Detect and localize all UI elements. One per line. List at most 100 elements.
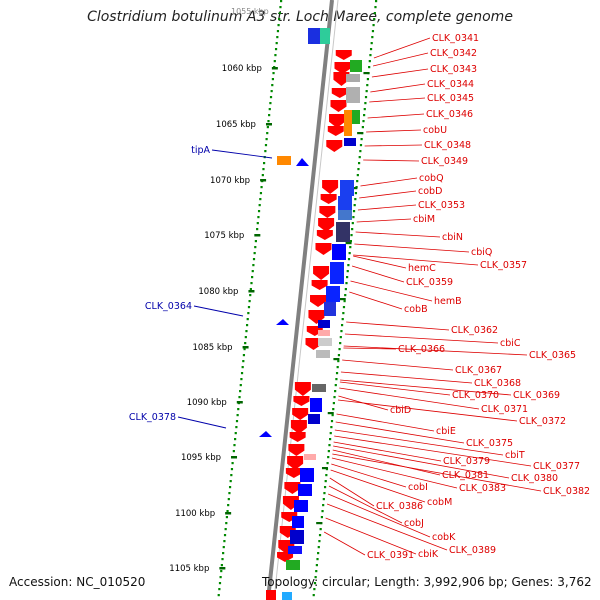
gene-label-right: CLK_0386 bbox=[376, 501, 423, 512]
ring-dot bbox=[220, 570, 223, 573]
gene-label-right: cbiK bbox=[418, 549, 439, 560]
gene-block bbox=[324, 302, 336, 316]
map-title: Clostridium botulinum A3 str. Loch Maree… bbox=[87, 9, 513, 25]
gene-forward-arrow bbox=[316, 230, 333, 240]
ring-dot bbox=[228, 486, 232, 489]
ring-dot bbox=[319, 528, 322, 531]
ring-dot bbox=[272, 72, 275, 75]
ring-dot bbox=[254, 246, 257, 249]
ring-dot bbox=[334, 390, 337, 393]
ring-dot bbox=[241, 366, 244, 369]
ring-dot bbox=[252, 258, 256, 261]
gene-block bbox=[318, 330, 330, 336]
label-leader-line bbox=[331, 463, 407, 488]
ring-dot bbox=[366, 78, 370, 81]
gene-tipA bbox=[277, 156, 291, 165]
gene-label-right: CLK_0381 bbox=[442, 470, 489, 481]
ring-dot bbox=[229, 480, 232, 483]
ring-dot bbox=[323, 492, 326, 495]
ring-dot bbox=[360, 138, 363, 141]
gene-forward-arrow bbox=[277, 552, 294, 562]
ring-dot bbox=[349, 246, 352, 249]
kbp-tick-mark bbox=[242, 346, 249, 349]
ring-dot bbox=[314, 576, 317, 579]
gene-label-right: cbiQ bbox=[471, 247, 492, 258]
gene-forward-arrow bbox=[329, 114, 346, 128]
kbp-tick-mark bbox=[231, 456, 238, 459]
label-leader-line bbox=[354, 243, 470, 253]
gene-forward-arrow bbox=[288, 444, 305, 456]
ring-dot bbox=[238, 396, 241, 399]
gene-forward-arrow bbox=[334, 62, 351, 74]
gene-forward-arrow bbox=[327, 126, 344, 136]
ring-dot bbox=[251, 270, 254, 273]
kbp-tick-mark bbox=[260, 179, 267, 182]
ring-dot bbox=[268, 114, 271, 117]
kbp-tick-label: 1105 kbp bbox=[169, 564, 209, 574]
label-leader-line bbox=[340, 379, 512, 396]
gene-block bbox=[344, 138, 356, 146]
label-leader-line bbox=[367, 113, 425, 119]
label-leader-line bbox=[353, 255, 407, 269]
ring-dot bbox=[349, 240, 352, 243]
ring-dot bbox=[359, 144, 363, 147]
ring-dot bbox=[341, 318, 344, 321]
gene-label-right: CLK_0342 bbox=[430, 48, 477, 59]
label-leader-line bbox=[333, 445, 510, 479]
ring-dot bbox=[339, 342, 342, 345]
ring-dot bbox=[237, 408, 240, 411]
tick-label-partial: 1055 kbp bbox=[231, 7, 269, 16]
gene-block bbox=[292, 516, 304, 528]
ring-dot bbox=[245, 324, 249, 327]
gene-forward-arrow bbox=[315, 243, 332, 255]
ring-dot bbox=[223, 540, 226, 543]
genome-backbone bbox=[266, 0, 334, 600]
label-leader-line bbox=[343, 345, 528, 356]
ring-dot bbox=[275, 42, 278, 45]
label-leader-line bbox=[177, 416, 227, 429]
ring-dot bbox=[365, 90, 368, 93]
label-leader-line bbox=[334, 435, 532, 467]
label-leader-line bbox=[360, 177, 418, 187]
label-leader-line bbox=[211, 149, 273, 159]
ring-dot bbox=[256, 222, 259, 225]
ring-dot bbox=[239, 384, 242, 387]
ring-tick bbox=[357, 132, 364, 135]
ring-tick bbox=[345, 242, 352, 245]
label-leader-line bbox=[373, 37, 431, 59]
gene-block bbox=[294, 500, 308, 512]
ring-dot bbox=[258, 204, 261, 207]
ring-dot bbox=[245, 330, 248, 333]
gene-block bbox=[308, 414, 320, 424]
gene-label-left: CLK_0364 bbox=[145, 301, 192, 312]
ring-dot bbox=[217, 594, 220, 597]
ring-dot bbox=[235, 426, 238, 429]
ring-dot bbox=[220, 564, 223, 567]
ring-dot bbox=[268, 108, 271, 111]
ring-dot bbox=[366, 84, 369, 87]
gene-block bbox=[316, 350, 330, 358]
gene-label-right: CLK_0344 bbox=[427, 79, 474, 90]
label-leader-line bbox=[363, 159, 420, 162]
ring-dot bbox=[230, 474, 233, 477]
gene-block bbox=[352, 110, 360, 124]
gene-label-right: CLK_0383 bbox=[459, 483, 506, 494]
label-leader-line bbox=[193, 305, 244, 317]
ring-dot bbox=[240, 372, 244, 375]
gene-label-right: CLK_0375 bbox=[466, 438, 513, 449]
ring-dot bbox=[328, 444, 331, 447]
ring-dot bbox=[337, 360, 340, 363]
label-leader-line bbox=[332, 453, 542, 492]
kbp-tick-label: 1095 kbp bbox=[181, 453, 221, 463]
ring-dot bbox=[327, 456, 330, 459]
ring-dot bbox=[332, 402, 335, 405]
kbp-tick-mark bbox=[225, 512, 232, 515]
kbp-tick-label: 1065 kbp bbox=[216, 120, 256, 130]
ring-dot bbox=[317, 546, 320, 549]
ring-dot bbox=[370, 42, 373, 45]
ring-dot bbox=[267, 120, 270, 123]
ring-dot bbox=[273, 60, 276, 63]
gene-block bbox=[338, 210, 352, 220]
ring-dot bbox=[247, 312, 250, 315]
